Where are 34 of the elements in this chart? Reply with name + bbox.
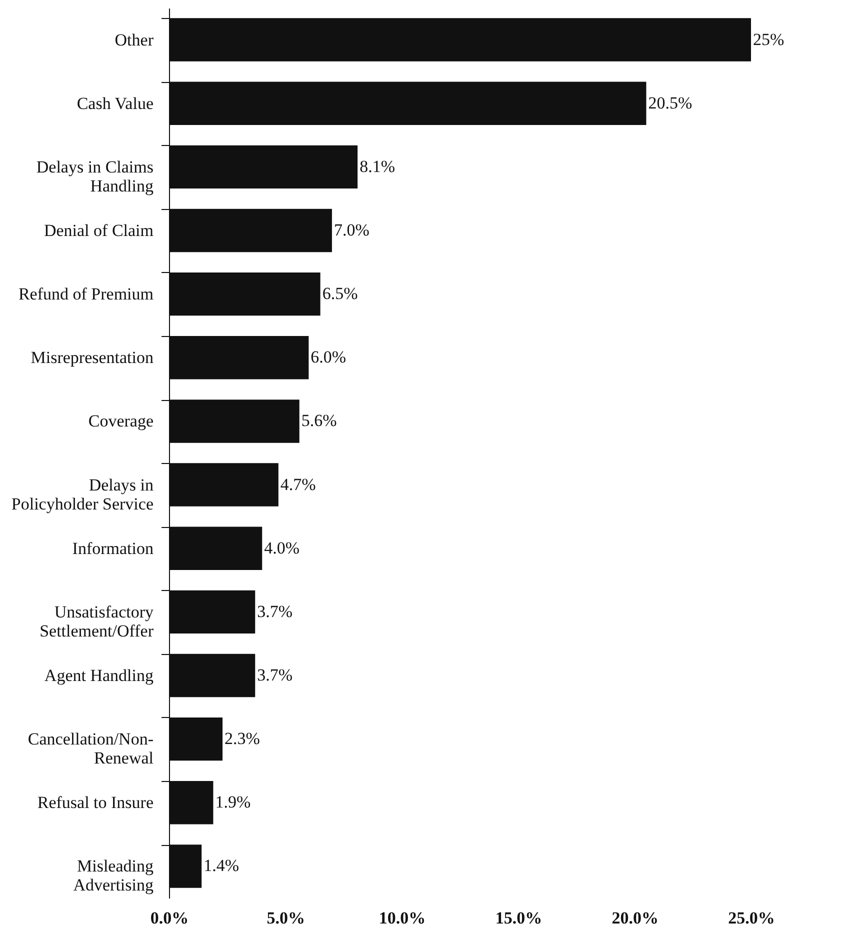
data-label: 7.0% [334,220,370,240]
y-tick-label: Misrepresentation [30,348,154,368]
x-tick-label: 25.0% [728,908,775,928]
y-tick-label: Misleading Advertising [73,856,154,895]
x-tick-label: 20.0% [612,908,658,928]
data-label: 3.7% [257,666,293,684]
y-tick-label: Information [72,538,154,558]
data-label: 3.7% [257,602,293,621]
y-tick-label: Refund of Premium [18,284,154,304]
y-tick-label: Denial of Claim [44,221,154,240]
x-tick-label: 0.0% [150,908,189,928]
x-tick-label: 5.0% [266,908,306,928]
data-label: 6.0% [310,348,346,367]
y-tick-label: Delays in Policyholder Service [11,475,154,514]
x-tick-label: 15.0% [495,908,542,928]
data-label: 25% [753,30,784,49]
data-label: 4.0% [264,538,300,558]
y-tick-label: Delays in Claims Handling [36,157,154,196]
y-tick-label: Coverage [88,412,154,431]
y-tick-label: Cancellation/Non- Renewal [28,730,154,768]
x-tick-label: 10.0% [378,908,426,928]
data-label: 1.4% [204,856,240,876]
y-tick-label: Cash Value [76,94,154,113]
data-label: 20.5% [648,93,692,112]
y-tick-label: Agent Handling [44,666,154,685]
data-label: 8.1% [360,156,395,176]
data-label: 4.7% [280,474,316,494]
data-label: 2.3% [224,729,260,748]
y-tick-label: Unsatisfactory Settlement/Offer [40,602,154,640]
y-tick-label: Other [114,30,154,50]
data-label: 1.9% [215,792,251,812]
data-label: 5.6% [301,411,337,430]
data-label: 6.5% [322,284,358,304]
y-tick-label: Refusal to Insure [37,793,154,812]
